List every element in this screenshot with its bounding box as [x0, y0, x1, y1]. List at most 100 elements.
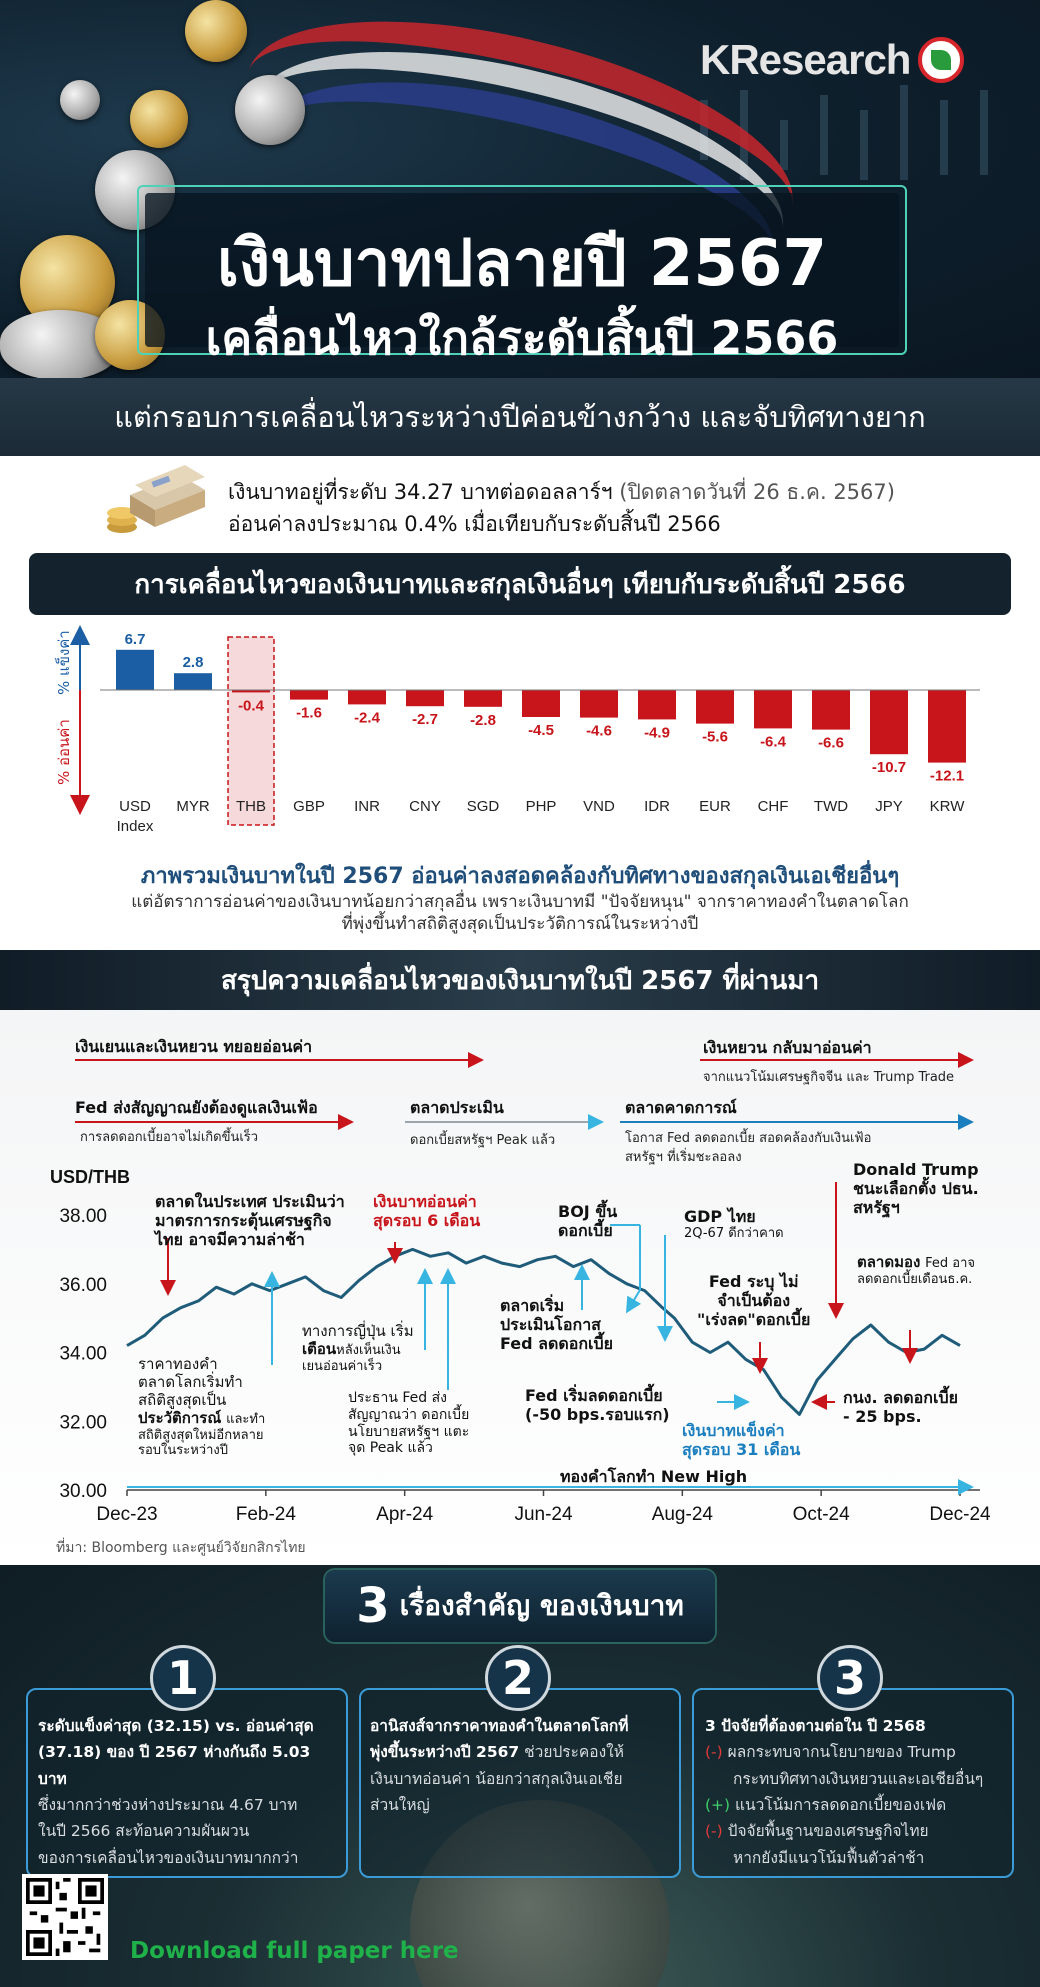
annotation-text: ประวัติการณ์ [138, 1409, 222, 1427]
card-text-line: ระดับแข็งค่าสุด (32.15) vs. อ่อนค่าสุด [38, 1717, 314, 1735]
annotation-gold-high: ทองคำโลกทำ New High [560, 1467, 748, 1486]
card-3-text: 3 ปัจจัยที่ต้องตามต่อใน ปี 2568 (-) ผลกร… [705, 1713, 1010, 1871]
bar-value-label: -6.6 [818, 735, 844, 752]
annotation-japan: ทางการญี่ปุ่น เริ่ม เตือนหลังเห็นเงิน เย… [302, 1322, 414, 1374]
annotation-text: ประเมินโอกาส [500, 1315, 601, 1335]
annotation-text: รอบในระหว่างปี [138, 1443, 229, 1459]
annotation-text: ลดดอกเบี้ยเดือนธ.ค. [857, 1271, 973, 1287]
card-text-line: ส่วนใหญ่ [370, 1796, 430, 1815]
annotation-text: (-50 bps.รอบแรก) [525, 1405, 670, 1425]
key-points-title: 3 เรื่องสำคัญ ของเงินบาท [325, 1570, 715, 1642]
info-line-1: เงินบาทอยู่ที่ระดับ 34.27 บาทต่อดอลลาร์ฯ… [228, 476, 895, 509]
annotation-trump: Donald Trump ชนะเลือกตั้ง ปธน. สหรัฐฯ [853, 1160, 979, 1218]
bar-category-label: KRW [930, 798, 966, 815]
x-tick-label: Jun-24 [514, 1504, 573, 1525]
card-text-line: ซึ่งมากกว่าช่วงห่างประมาณ 4.67 บาท [38, 1796, 298, 1815]
coin-image [185, 0, 247, 62]
annotation-text: ไทย อาจมีความล่าช้า [155, 1230, 305, 1250]
bar-value-label: 2.8 [183, 654, 204, 671]
card-2-text: อานิสงส์จากราคาทองคำในตลาดโลกที่ พุ่งขึ้… [370, 1713, 675, 1818]
annotation-text: Fed อาจ [925, 1256, 975, 1271]
bar-value-label: -10.7 [872, 759, 906, 776]
candlestick-decoration [780, 120, 788, 170]
timeline-label-market-assess: ตลาดประเมิน [410, 1098, 504, 1117]
annotation-text: สหรัฐฯ [853, 1198, 900, 1218]
money-stack-icon [107, 465, 205, 533]
annotation-text: ตลาดมอง [857, 1253, 921, 1271]
line-chart-title: สรุปความเคลื่อนไหวของเงินบาทในปี 2567 ที… [0, 950, 1040, 1010]
bar-idr [638, 690, 676, 720]
annotation-text: เงินบาทอ่อนค่า [373, 1192, 477, 1211]
timeline-note-market-assess: ดอกเบี้ยสหรัฐฯ Peak แล้ว [410, 1133, 556, 1148]
bar-php [522, 690, 560, 717]
card-text-line: ของการเคลื่อนไหวของเงินบาทมากกว่า [38, 1848, 299, 1867]
bar-value-label: -0.4 [238, 697, 265, 714]
candlestick-decoration [940, 100, 948, 175]
bar-summary-text-2: ที่พุ่งขึ้นทำสถิติสูงสุดเป็นประวัติการณ์… [341, 914, 699, 934]
annotation-text: ทางการญี่ปุ่น เริ่ม [302, 1322, 414, 1340]
bar-value-label: -4.6 [586, 723, 612, 740]
thb-highlight-box [227, 636, 275, 826]
usdthb-line-chart: USD/THB 30.00 32.00 34.00 36.00 38.00 Dec-23 Fe… [50, 1052, 991, 1525]
negative-sign: (-) [705, 1743, 723, 1762]
key-points-number: 3 [356, 1578, 390, 1634]
candlestick-decoration [820, 95, 828, 175]
annotation-text: จำเป็นต้อง [717, 1291, 791, 1311]
annotation-arrow [625, 1289, 642, 1314]
annotation-text: "เร่งลด"ดอกเบี้ย [697, 1310, 811, 1330]
bar-usd-index [116, 649, 154, 690]
key-card-1 [26, 1688, 348, 1878]
annotation-text: กนง. ลดดอกเบี้ย [843, 1388, 958, 1407]
candlestick-decoration [980, 90, 988, 175]
bar-value-label: -12.1 [930, 768, 964, 785]
annotation-bot-cut: กนง. ลดดอกเบี้ย - 25 bps. [843, 1388, 958, 1426]
bar-category-label: VND [583, 798, 615, 815]
card-number-badge: 2 [485, 1645, 551, 1711]
card-text-line: เงินบาทอ่อนค่า น้อยกว่าสกุลเงินเอเชีย [370, 1769, 623, 1788]
brand-name: KResearch [700, 36, 911, 83]
annotation-powell: ประธาน Fed ส่ง สัญญาณว่า ดอกเบี้ย นโยบาย… [348, 1390, 469, 1457]
annotation-text: สถิติสูงสุดใหม่อีกหลาย [138, 1427, 264, 1443]
subtitle-bar: แต่กรอบการเคลื่อนไหวระหว่างปีค่อนข้างกว้… [0, 378, 1040, 456]
annotation-fed-cut: Fed เริ่มลดดอกเบี้ย (-50 bps.รอบแรก) [525, 1386, 670, 1424]
x-tick-label: Dec-24 [929, 1504, 991, 1525]
bar-value-label: -5.6 [702, 729, 728, 746]
card-text-line: (37.18) ของ ปี 2567 ห่างกันถึง 5.03 บาท [38, 1743, 311, 1788]
timeline-label-yuan-back: เงินหยวน กลับมาอ่อนค่า [703, 1038, 872, 1057]
annotation-text: สุดรอบ 31 เดือน [682, 1440, 801, 1460]
timeline-note-yuan-back: จากแนวโน้มเศรษฐกิจจีน และ Trump Trade [703, 1070, 955, 1085]
timeline-note-fed-signal: การลดดอกเบี้ยอาจไม่เกิดขึ้นเร็ว [80, 1130, 259, 1145]
bar-value-label: -2.8 [470, 712, 496, 729]
negative-sign: (-) [705, 1822, 723, 1841]
annotation-text: GDP ไทย [684, 1207, 756, 1226]
page-subtitle: แต่กรอบการเคลื่อนไหวระหว่างปีค่อนข้างกว้… [114, 400, 926, 434]
annotation-text: และทำ [226, 1412, 266, 1427]
bar-value-label: -4.9 [644, 724, 670, 741]
download-link[interactable]: Download full paper here [130, 1938, 459, 1964]
bar-inr [348, 690, 386, 705]
card-text-line: กระทบทิศทางเงินหยวนและเอเชียอื่นๆ [733, 1769, 984, 1788]
annotation-text: Fed เริ่มลดดอกเบี้ย [525, 1386, 663, 1405]
bar-krw [928, 690, 966, 763]
card-text-line: อานิสงส์จากราคาทองคำในตลาดโลกที่ [370, 1717, 629, 1735]
candlestick-decoration [900, 85, 908, 180]
bar-vnd [580, 690, 618, 718]
annotation-market-cut: ตลาดเริ่ม ประเมินโอกาส Fed ลดดอกเบี้ย [500, 1296, 613, 1354]
coin-image [235, 75, 305, 145]
annotation-text: หลังเห็นเงิน [336, 1343, 401, 1358]
bar-value-label: -6.4 [760, 733, 787, 750]
bar-value-label: -2.4 [354, 709, 381, 726]
annotation-text: Donald Trump [853, 1160, 979, 1179]
coin-image [130, 90, 188, 148]
annotation-text: Fed ลดดอกเบี้ย [500, 1334, 614, 1354]
annotation-text: ตลาดเริ่ม [500, 1296, 565, 1315]
key-card-2 [359, 1688, 681, 1878]
annotation-text: ชนะเลือกตั้ง ปธน. [853, 1179, 979, 1199]
qr-code[interactable] [22, 1874, 108, 1960]
brand-logo: KResearch [700, 34, 965, 86]
bar-category-label: IDR [644, 798, 670, 815]
annotation-strong-31m: เงินบาทแข็งค่า สุดรอบ 31 เดือน [682, 1421, 800, 1459]
bar-category-label: GBP [293, 798, 325, 815]
info-rate: เงินบาทอยู่ที่ระดับ 34.27 บาทต่อดอลลาร์ฯ [228, 480, 613, 504]
annotation-text: มาตรการกระตุ้นเศรษฐกิจ [155, 1211, 332, 1231]
